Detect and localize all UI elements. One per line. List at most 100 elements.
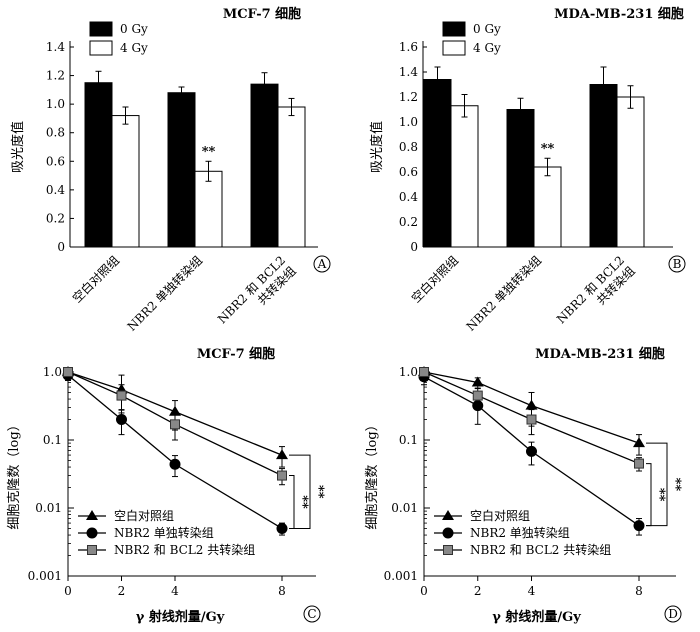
panel-c-panel-circle [303,605,321,623]
panel-a-legend-swatch [89,40,113,56]
panel-d-marker-square [634,458,644,469]
panel-c-legend-marker-circle [86,527,98,539]
panel-a-panel-circle [313,255,331,273]
panel-d-marker-circle [633,520,645,532]
panel-a-bar-0gy [167,92,196,248]
panel-b-panel-label: B [673,257,682,271]
panel-d-y-label: 细胞克隆数（log） [365,418,380,529]
panel-c-sig-bracket [289,454,311,529]
panel-a-category-label: NBR2 和 BCL2共转染组 [215,253,299,337]
panel-b-y-tick-label: 1.4 [399,65,418,79]
panel-c-y-tick-label: 0.001 [28,569,62,583]
panel-a-category-label: NBR2 单独转染组 [124,253,205,334]
panel-c-marker-triangle [276,449,288,460]
panel-b-title: MDA-MB-231 细胞 [554,6,684,22]
panel-b-category-label-line: NBR2 单独转染组 [463,253,544,334]
panel-b-y-tick-label: 0.6 [399,165,418,179]
panel-a-y-tick-label: 0 [57,240,65,254]
panel-c-marker-circle [169,458,181,470]
panel-b-bar-0gy [423,79,452,248]
panel-d-y-tick-label: 0.1 [399,433,418,447]
panel-c-legend-label: 空白对照组 [114,508,174,523]
panel-a-bar-0gy [84,82,113,248]
panel-d-marker-square [419,367,429,377]
panel-b-category-label: NBR2 和 BCL2共转染组 [554,253,638,337]
panel-c-legend-label: NBR2 和 BCL2 共转染组 [114,542,255,557]
panel-b-bar-0gy [589,84,618,248]
panel-a-y-label: 吸光度值 [10,121,26,173]
panel-c-title: MCF-7 细胞 [197,346,275,362]
panel-c-x-tick-label: 8 [278,584,286,598]
panel-c-legend-marker-triangle [86,510,98,520]
panel-d-legend-marker-square [443,545,453,555]
panel-b-legend-swatch [442,21,466,37]
panel-d-marker-circle [526,445,537,457]
panel-d-series-line [423,371,640,444]
panel-d-y-tick-label: 0.001 [384,569,418,583]
panel-a-legend-label: 4 Gy [120,41,148,55]
panel-c-sig-bracket [289,475,295,529]
panel-b-category-label-line: 空白对照组 [408,253,461,306]
panel-a-bar-4gy [277,106,306,248]
panel-b-y-tick-label: 1.2 [399,90,418,104]
panel-c-significance: ** [295,495,310,509]
panel-d-x-tick-label: 2 [474,584,482,598]
panel-d-marker-circle [472,400,484,412]
panel-d-x-tick-label: 0 [420,584,428,598]
panel-d-series-line [423,376,640,527]
panel-a-y-tick-label: 0.4 [46,183,65,197]
panel-d-y-tick-label: 1.0 [399,365,418,379]
panel-d-x-tick-label: 8 [635,584,643,598]
panel-c-x-tick-label: 4 [171,584,179,598]
panel-b-category-label: NBR2 单独转染组 [463,253,544,334]
panel-a-legend-swatch [89,21,113,37]
panel-c-significance: ** [311,485,326,499]
panel-c-marker-square [277,470,287,481]
panel-a-y-tick-label: 1.0 [46,97,65,111]
panel-d-significance: ** [668,478,683,492]
panel-d-marker-triangle [525,399,538,410]
panel-b-y-tick-label: 1.6 [399,40,418,54]
panel-b-y-tick-label: 0.8 [399,140,418,154]
panel-d-sig-bracket [646,442,668,527]
panel-c-x-tick-label: 2 [118,584,126,598]
panel-a-significance: ** [202,144,216,159]
panel-d-legend-marker-triangle [442,510,454,520]
panel-b-bar-4gy [533,166,562,248]
panel-d-significance: ** [652,488,667,502]
panel-d-legend-label: NBR2 和 BCL2 共转染组 [470,542,611,557]
panel-d-sig-bracket [646,463,652,527]
panel-c-y-tick-label: 1.0 [43,365,62,379]
panel-a-y-tick-label: 1.2 [46,69,65,83]
panel-b: 0 0.2 0.4 0.6 0.8 1.0 1.2 1.4 1.6 吸光度值 MDA-MB-231 … [369,6,686,337]
panel-a-y-tick-label: 0.2 [46,211,65,225]
panel-b-bar-4gy [450,105,479,248]
panel-c-legend-marker-square [87,545,97,555]
panel-b-legend-swatch [442,40,466,56]
panel-c-y-tick-label: 0.01 [35,501,62,515]
panel-c-series-line [67,371,283,456]
panel-d-marker-square [472,390,483,401]
panel-d-title: MDA-MB-231 细胞 [535,346,665,362]
panel-a-y-tick-label: 1.4 [46,40,65,54]
panel-c-x-label: γ 射线剂量/Gy [136,609,225,625]
panel-a-bar-0gy [250,83,279,248]
panel-c-series-line [67,374,283,530]
panel-a-title: MCF-7 细胞 [223,6,301,22]
panel-d-legend-label: 空白对照组 [470,508,530,523]
panel-b-significance: ** [541,141,555,156]
panel-b-y-tick-label: 0.4 [399,190,418,204]
panel-b-legend-label: 0 Gy [473,22,501,36]
panel-d-panel-label: D [668,607,678,621]
panel-d-legend-marker-circle [442,527,454,539]
panel-c-series-line [67,371,283,477]
panel-b-panel-circle [668,255,686,273]
panel-b-y-label: 吸光度值 [369,121,385,173]
panel-c-marker-triangle [169,405,181,416]
panel-c-x-tick-label: 0 [64,584,72,598]
panel-c-marker-square [63,367,73,377]
panel-a-y-tick-label: 0.8 [46,126,65,140]
panel-a-bar-4gy [194,170,223,248]
panel-d-marker-square [526,414,537,425]
